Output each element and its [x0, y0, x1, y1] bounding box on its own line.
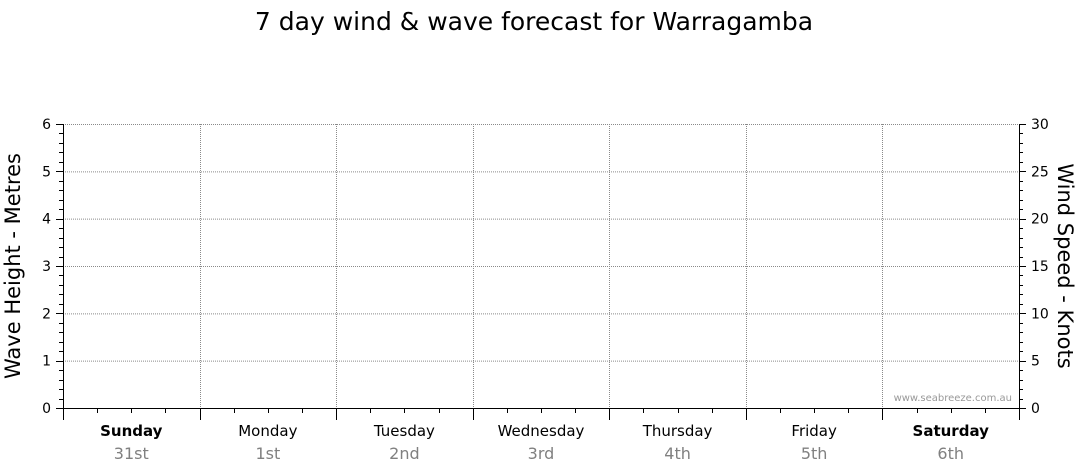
right-tick-label: 15: [1031, 259, 1049, 275]
left-axis-ticks: 0 1 2 3 4 5 6: [42, 117, 63, 417]
watermark: www.seabreeze.com.au: [894, 393, 1012, 404]
right-axis-label: Wind Speed - Knots: [1053, 163, 1077, 368]
right-tick-label: 5: [1031, 354, 1040, 370]
date-label: 2nd: [389, 444, 419, 463]
left-tick-label: 0: [42, 401, 51, 417]
day-label: Sunday: [100, 422, 163, 440]
left-tick-label: 2: [42, 306, 51, 322]
day-label: Tuesday: [373, 422, 435, 440]
right-tick-label: 0: [1031, 401, 1040, 417]
date-label: 31st: [114, 444, 149, 463]
day-label: Thursday: [642, 422, 713, 440]
grid-lines: [63, 124, 1019, 408]
date-label: 3rd: [528, 444, 555, 463]
day-labels: Sunday 31st Monday 1st Tuesday 2nd Wednesday 3r…: [100, 422, 989, 463]
date-label: 5th: [801, 444, 828, 463]
axes: [63, 124, 1020, 420]
left-tick-label: 1: [42, 354, 51, 370]
right-tick-label: 10: [1031, 306, 1049, 322]
date-label: 6th: [937, 444, 964, 463]
day-label: Monday: [238, 422, 297, 440]
right-tick-label: 30: [1031, 117, 1049, 133]
date-label: 1st: [255, 444, 280, 463]
right-tick-label: 20: [1031, 212, 1049, 228]
left-tick-label: 3: [42, 259, 51, 275]
day-label: Wednesday: [498, 422, 585, 440]
right-tick-label: 25: [1031, 164, 1049, 180]
right-axis-ticks: 0 5 10 15 20 25 30: [1019, 117, 1049, 417]
day-label: Saturday: [913, 422, 990, 440]
left-axis-label: Wave Height - Metres: [1, 153, 25, 379]
chart-title: 7 day wind & wave forecast for Warragamb…: [255, 7, 813, 36]
day-label: Friday: [791, 422, 837, 440]
left-tick-label: 5: [42, 164, 51, 180]
left-tick-label: 4: [42, 212, 51, 228]
left-tick-label: 6: [42, 117, 51, 133]
date-label: 4th: [664, 444, 691, 463]
